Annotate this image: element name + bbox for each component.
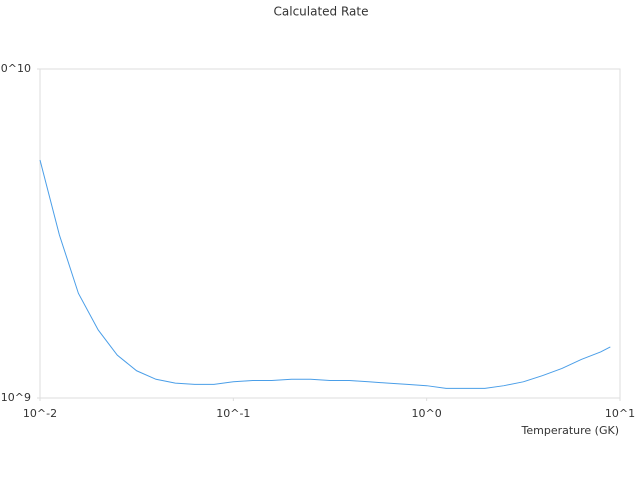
data-line — [39, 159, 611, 389]
x-axis-label: Temperature (GK) — [521, 424, 620, 437]
plot-frame — [39, 68, 621, 399]
x-tick-label: 10^1 — [605, 407, 635, 420]
chart-title: Calculated Rate — [274, 5, 369, 19]
x-tick-label: 10^0 — [412, 407, 442, 420]
y-tick-label: 10^10 — [0, 62, 31, 75]
y-tick-label: 10^9 — [1, 391, 31, 404]
x-tick-label: 10^-2 — [23, 407, 57, 420]
x-tick-label: 10^-1 — [216, 407, 250, 420]
